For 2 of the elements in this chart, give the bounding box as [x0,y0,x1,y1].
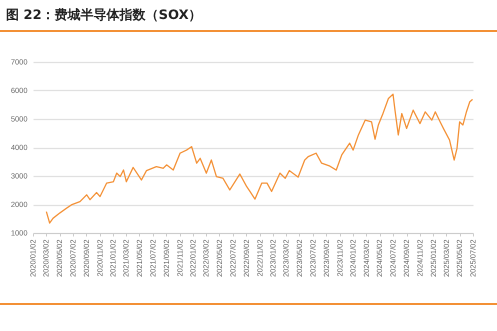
chart-title: 图 22：费城半导体指数（SOX） [6,7,202,24]
line-series [46,94,473,224]
